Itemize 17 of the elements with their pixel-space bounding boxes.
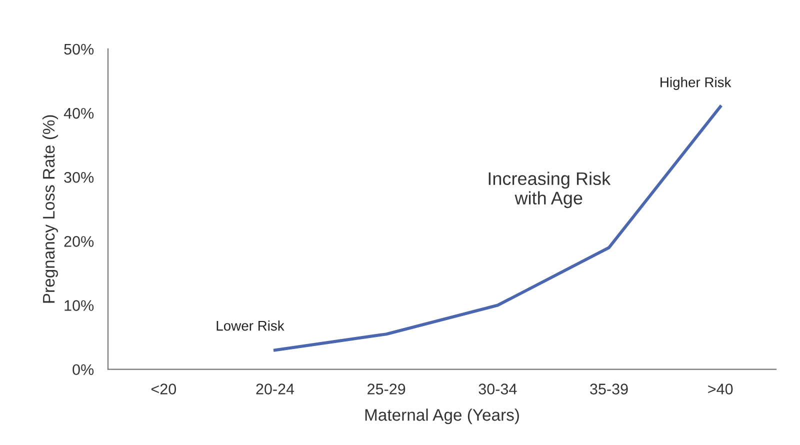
annotation: Lower Risk bbox=[216, 320, 284, 331]
y-tick-label: 0% bbox=[72, 364, 94, 376]
y-tick-label: 40% bbox=[64, 108, 94, 119]
x-axis-title: Maternal Age (Years) bbox=[365, 408, 519, 424]
x-tick-label: >40 bbox=[708, 384, 733, 394]
y-tick-label: 50% bbox=[64, 44, 94, 55]
annotation: Higher Risk bbox=[660, 77, 732, 90]
y-axis-title: Pregnancy Loss Rate (%) bbox=[42, 115, 58, 303]
y-tick-label: 20% bbox=[64, 236, 94, 247]
y-tick-label: 10% bbox=[64, 300, 94, 311]
x-tick-label: 30-34 bbox=[478, 384, 517, 394]
x-tick-label: 25-29 bbox=[368, 384, 406, 394]
x-tick-label: 20-24 bbox=[256, 384, 294, 394]
y-tick-label: 30% bbox=[64, 172, 94, 183]
x-tick-label: 35-39 bbox=[590, 384, 628, 394]
x-tick-label: <20 bbox=[151, 384, 176, 394]
annotation: Increasing Risk with Age bbox=[488, 172, 611, 208]
